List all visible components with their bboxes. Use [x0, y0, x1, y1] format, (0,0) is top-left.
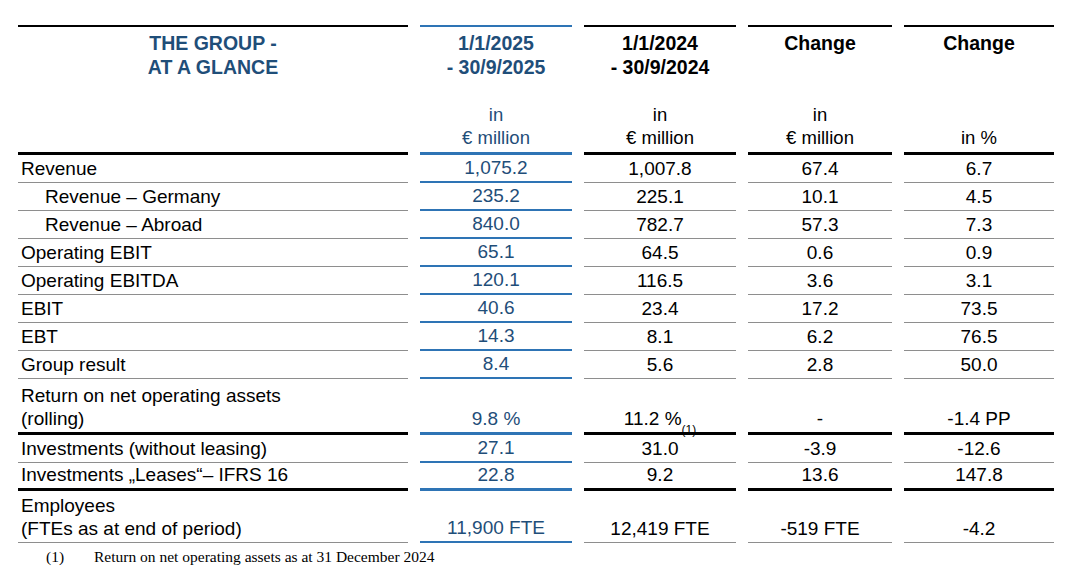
value-2024: 11.2 % [624, 407, 682, 430]
unit-change-pct: in % [904, 126, 1054, 149]
col-header-2025: 1/1/2025 - 30/9/2025 in € million [420, 25, 572, 155]
row-label: Employees (FTEs as at end of period) [18, 491, 408, 543]
cell-change-abs: -519 FTE [748, 491, 892, 543]
cell-2024: 1,007.8 [584, 155, 736, 183]
cell-2025: 22.8 [420, 463, 572, 491]
footnote: (1) Return on net operating assets as at… [46, 548, 1080, 566]
period-2024: 1/1/2024 - 30/9/2024 [584, 32, 736, 80]
cell-2024: 9.2 [584, 463, 736, 491]
cell-change-pct: -12.6 [904, 435, 1054, 463]
cell-2024: 11.2 %(1) [584, 379, 736, 435]
cell-2024: 64.5 [584, 239, 736, 267]
cell-2025: 8.4 [420, 351, 572, 379]
cell-change-abs: 67.4 [748, 155, 892, 183]
cell-change-pct: 7.3 [904, 211, 1054, 239]
row-label: Operating EBITDA [18, 267, 408, 295]
cell-change-abs: 17.2 [748, 295, 892, 323]
footnote-marker: (1) [46, 548, 94, 566]
row-label: Revenue – Abroad [18, 211, 408, 239]
cell-2024: 782.7 [584, 211, 736, 239]
row-label: EBIT [18, 295, 408, 323]
cell-change-pct: -4.2 [904, 491, 1054, 543]
col-header-2024: 1/1/2024 - 30/9/2024 in € million [584, 25, 736, 155]
cell-change-abs: 0.6 [748, 239, 892, 267]
cell-2025: 9.8 % [420, 379, 572, 435]
col-header-label: THE GROUP - AT A GLANCE [18, 25, 408, 155]
row-label: Operating EBIT [18, 239, 408, 267]
row-label: Return on net operating assets (rolling) [18, 379, 408, 435]
cell-change-pct: 50.0 [904, 351, 1054, 379]
cell-2025: 11,900 FTE [420, 491, 572, 543]
col-header-change-pct: Change in % [904, 25, 1054, 155]
cell-change-pct: -1.4 PP [904, 379, 1054, 435]
cell-change-pct: 147.8 [904, 463, 1054, 491]
cell-2024: 31.0 [584, 435, 736, 463]
cell-2024: 23.4 [584, 295, 736, 323]
col-header-change-abs: Change in € million [748, 25, 892, 155]
cell-2025: 235.2 [420, 183, 572, 211]
cell-change-pct: 4.5 [904, 183, 1054, 211]
cell-change-abs: 3.6 [748, 267, 892, 295]
row-label: EBT [18, 323, 408, 351]
cell-change-pct: 73.5 [904, 295, 1054, 323]
period-2025: 1/1/2025 - 30/9/2025 [420, 32, 572, 80]
cell-2024: 5.6 [584, 351, 736, 379]
unit-2024: in € million [584, 103, 736, 149]
cell-change-pct: 3.1 [904, 267, 1054, 295]
cell-change-pct: 6.7 [904, 155, 1054, 183]
cell-change-abs: -3.9 [748, 435, 892, 463]
row-label: Group result [18, 351, 408, 379]
cell-change-abs: 2.8 [748, 351, 892, 379]
cell-2025: 14.3 [420, 323, 572, 351]
group-at-a-glance-table: THE GROUP - AT A GLANCE 1/1/2025 - 30/9/… [18, 25, 1080, 543]
period-change-abs: Change [748, 32, 892, 56]
cell-change-abs: 57.3 [748, 211, 892, 239]
cell-2025: 120.1 [420, 267, 572, 295]
cell-change-abs: 6.2 [748, 323, 892, 351]
report-page: THE GROUP - AT A GLANCE 1/1/2025 - 30/9/… [0, 0, 1080, 573]
cell-change-abs: 13.6 [748, 463, 892, 491]
cell-2024: 116.5 [584, 267, 736, 295]
unit-2025: in € million [420, 103, 572, 149]
row-label: Revenue [18, 155, 408, 183]
cell-change-abs: - [748, 379, 892, 435]
period-change-pct: Change [904, 32, 1054, 56]
cell-2025: 840.0 [420, 211, 572, 239]
table-title: THE GROUP - AT A GLANCE [18, 32, 408, 80]
cell-change-pct: 0.9 [904, 239, 1054, 267]
cell-2024: 225.1 [584, 183, 736, 211]
cell-2024: 8.1 [584, 323, 736, 351]
cell-change-pct: 76.5 [904, 323, 1054, 351]
cell-2025: 1,075.2 [420, 155, 572, 183]
row-label: Revenue – Germany [18, 183, 408, 211]
row-label: Investments (without leasing) [18, 435, 408, 463]
cell-2025: 27.1 [420, 435, 572, 463]
cell-2025: 40.6 [420, 295, 572, 323]
footnote-text: Return on net operating assets as at 31 … [94, 548, 434, 566]
cell-change-abs: 10.1 [748, 183, 892, 211]
cell-2024: 12,419 FTE [584, 491, 736, 543]
cell-2025: 65.1 [420, 239, 572, 267]
unit-change-abs: in € million [748, 103, 892, 149]
row-label: Investments „Leases“– IFRS 16 [18, 463, 408, 491]
